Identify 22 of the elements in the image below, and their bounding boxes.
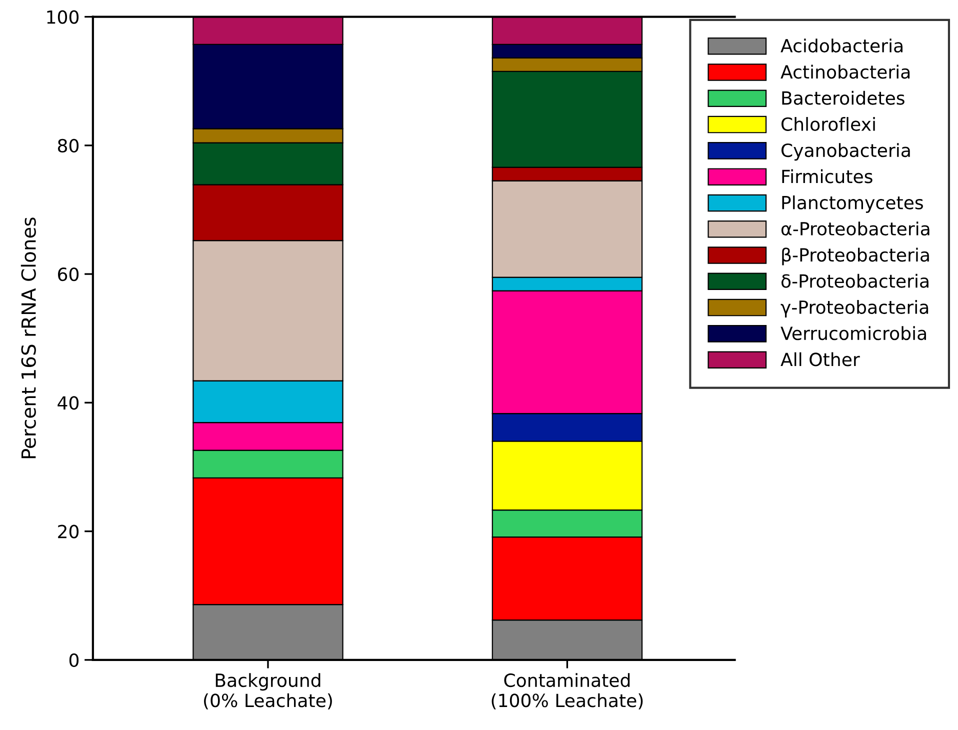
legend-label: Bacteroidetes <box>782 90 904 105</box>
y-tick-label: 80 <box>58 138 79 153</box>
legend-label: β-Proteobacteria <box>782 248 929 266</box>
legend-label: Firmicutes <box>782 169 872 184</box>
legend-label: Planctomycetes <box>782 195 923 213</box>
y-tick-label: 40 <box>58 396 79 410</box>
y-axis-title: Percent 16S rRNA Clones <box>20 218 36 458</box>
legend-label: δ-Proteobacteria <box>781 274 928 288</box>
legend-label: α-Proteobacteria <box>781 222 930 236</box>
y-tick-label: 0 <box>69 653 79 668</box>
y-tick-label: 100 <box>47 10 79 24</box>
legend-label: Chloroflexi <box>781 117 875 131</box>
x-tick-label: Contaminated (100% Leachate) <box>492 673 643 710</box>
legend-label: Actinobacteria <box>780 64 910 79</box>
legend-label: Cyanobacteria <box>781 143 910 161</box>
y-tick-label: 20 <box>58 524 79 538</box>
legend-label: Verrucomicrobia <box>780 326 926 340</box>
x-tick-label: Background (0% Leachate) <box>204 673 332 710</box>
legend-label: All Other <box>780 352 860 366</box>
legend-label: γ-Proteobacteria <box>780 300 928 318</box>
y-tick-label: 60 <box>58 268 79 282</box>
legend-label: Acidobacteria <box>780 38 902 53</box>
